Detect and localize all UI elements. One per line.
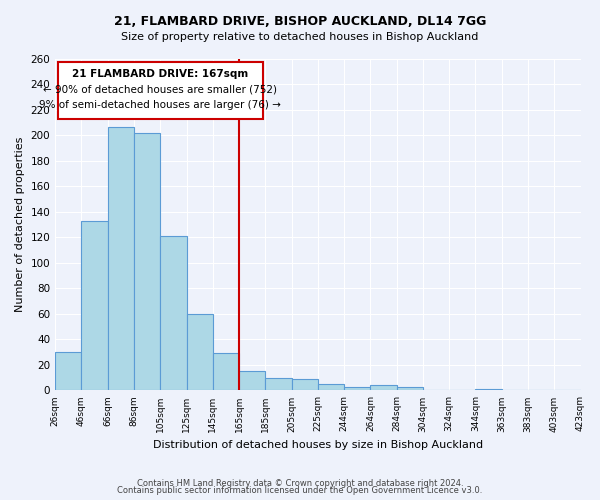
Bar <box>397 386 423 390</box>
Text: ← 90% of detached houses are smaller (752): ← 90% of detached houses are smaller (75… <box>43 84 277 94</box>
Bar <box>370 386 397 390</box>
Bar <box>318 384 344 390</box>
Bar <box>265 378 292 390</box>
Text: 9% of semi-detached houses are larger (76) →: 9% of semi-detached houses are larger (7… <box>39 100 281 110</box>
Text: Contains public sector information licensed under the Open Government Licence v3: Contains public sector information licen… <box>118 486 482 495</box>
Bar <box>292 379 318 390</box>
Text: 21, FLAMBARD DRIVE, BISHOP AUCKLAND, DL14 7GG: 21, FLAMBARD DRIVE, BISHOP AUCKLAND, DL1… <box>114 15 486 28</box>
X-axis label: Distribution of detached houses by size in Bishop Auckland: Distribution of detached houses by size … <box>153 440 483 450</box>
Bar <box>239 372 265 390</box>
Bar <box>160 236 187 390</box>
Bar <box>187 314 213 390</box>
Bar <box>344 386 370 390</box>
Bar <box>213 354 239 391</box>
Text: Size of property relative to detached houses in Bishop Auckland: Size of property relative to detached ho… <box>121 32 479 42</box>
Text: 21 FLAMBARD DRIVE: 167sqm: 21 FLAMBARD DRIVE: 167sqm <box>72 70 248 80</box>
Y-axis label: Number of detached properties: Number of detached properties <box>15 137 25 312</box>
Bar <box>82 221 108 390</box>
FancyBboxPatch shape <box>58 62 263 119</box>
Bar <box>475 389 502 390</box>
Bar <box>55 352 82 391</box>
Bar <box>108 126 134 390</box>
Bar <box>134 133 160 390</box>
Text: Contains HM Land Registry data © Crown copyright and database right 2024.: Contains HM Land Registry data © Crown c… <box>137 478 463 488</box>
